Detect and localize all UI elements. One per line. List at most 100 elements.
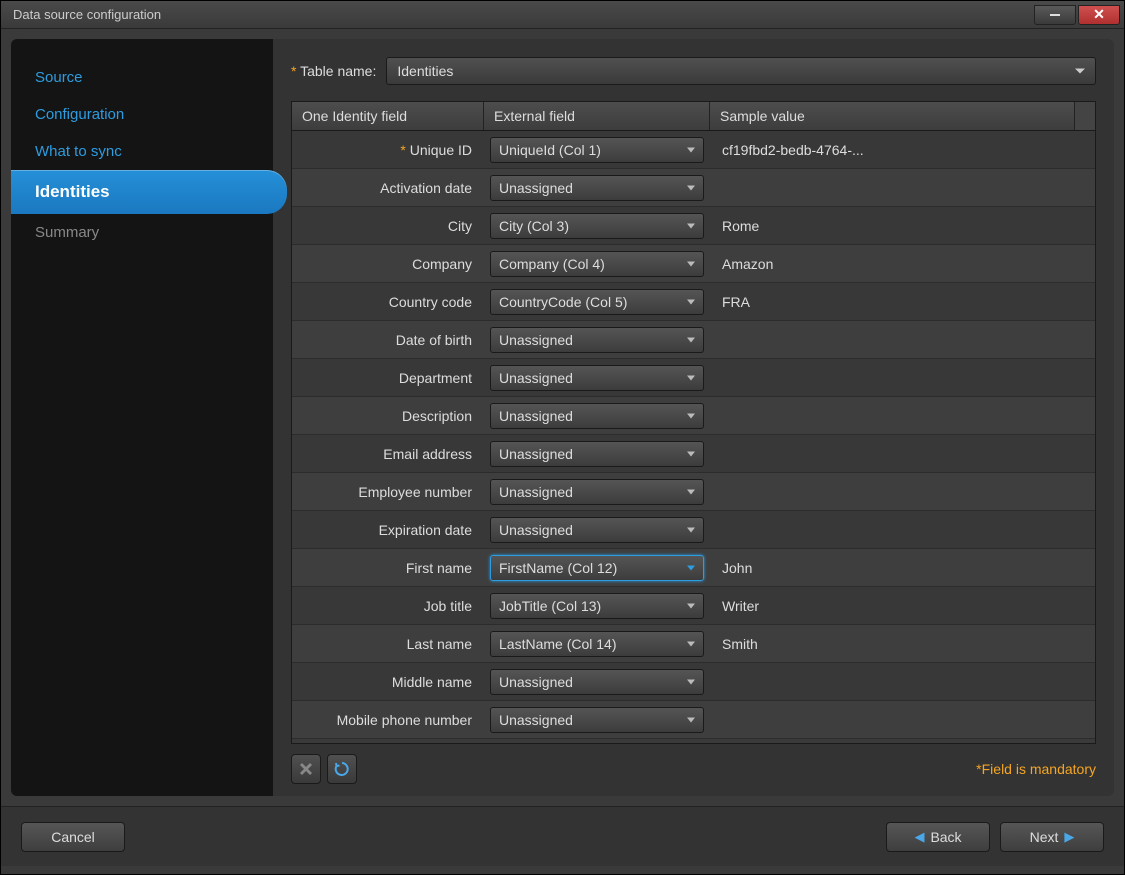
identity-field-label: Company — [292, 256, 484, 272]
identity-field-label: * Unique ID — [292, 142, 484, 158]
external-field-cell: LastName (Col 14) — [484, 631, 710, 657]
external-field-select[interactable]: Unassigned — [490, 365, 704, 391]
next-label: Next — [1030, 829, 1059, 845]
sample-value: Smith — [710, 636, 1095, 652]
refresh-icon — [334, 761, 350, 777]
table-row: Email address Unassigned — [292, 435, 1095, 473]
sample-value: FRA — [710, 294, 1095, 310]
external-field-select[interactable]: LastName (Col 14) — [490, 631, 704, 657]
col-header-identity-field: One Identity field — [292, 102, 484, 130]
identity-field-label: Email address — [292, 446, 484, 462]
mandatory-note: *Field is mandatory — [976, 761, 1096, 777]
identity-field-label: City — [292, 218, 484, 234]
external-field-select[interactable]: Unassigned — [490, 403, 704, 429]
required-star: * — [400, 142, 409, 158]
clear-icon — [298, 761, 314, 777]
external-field-select[interactable]: Unassigned — [490, 479, 704, 505]
external-field-select[interactable]: Unassigned — [490, 707, 704, 733]
mapping-table: One Identity field External field Sample… — [291, 101, 1096, 744]
external-field-cell: Unassigned — [484, 175, 710, 201]
external-field-cell: City (Col 3) — [484, 213, 710, 239]
table-row: Middle nameUnassigned — [292, 663, 1095, 701]
sample-value: Amazon — [710, 256, 1095, 272]
external-field-cell: Unassigned — [484, 327, 710, 353]
toolbar-row: *Field is mandatory — [291, 754, 1096, 784]
identity-field-label: Description — [292, 408, 484, 424]
table-row: Company Company (Col 4) Amazon — [292, 245, 1095, 283]
close-button[interactable]: ✕ — [1078, 5, 1120, 25]
sample-value: cf19fbd2-bedb-4764-... — [710, 142, 1095, 158]
sample-value: Writer — [710, 598, 1095, 614]
external-field-cell: Unassigned — [484, 365, 710, 391]
external-field-select[interactable]: CountryCode (Col 5) — [490, 289, 704, 315]
table-row: Description Unassigned — [292, 397, 1095, 435]
identity-field-label: Activation date — [292, 180, 484, 196]
external-field-cell: Company (Col 4) — [484, 251, 710, 277]
col-header-external-field: External field — [484, 102, 710, 130]
table-name-row: * Table name: Identities — [291, 57, 1096, 85]
external-field-select[interactable]: City (Col 3) — [490, 213, 704, 239]
external-field-cell: Unassigned — [484, 479, 710, 505]
identity-field-label: Job title — [292, 598, 484, 614]
identity-field-label: Country code — [292, 294, 484, 310]
table-row: Activation date Unassigned — [292, 169, 1095, 207]
identity-field-label: Last name — [292, 636, 484, 652]
sidebar-item-summary[interactable]: Summary — [11, 214, 273, 251]
table-name-select[interactable]: Identities — [386, 57, 1096, 85]
titlebar: Data source configuration ✕ — [1, 1, 1124, 29]
sidebar-item-what-to-sync[interactable]: What to sync — [11, 133, 273, 170]
required-star: * — [291, 63, 300, 79]
external-field-cell: UniqueId (Col 1) — [484, 137, 710, 163]
external-field-select[interactable]: FirstName (Col 12) — [490, 555, 704, 581]
minimize-button[interactable] — [1034, 5, 1076, 25]
external-field-cell: Unassigned — [484, 441, 710, 467]
clear-mapping-button[interactable] — [291, 754, 321, 784]
table-body[interactable]: * Unique ID UniqueId (Col 1) cf19fbd2-bedb… — [292, 131, 1095, 743]
sidebar-item-configuration[interactable]: Configuration — [11, 96, 273, 133]
external-field-select[interactable]: Unassigned — [490, 669, 704, 695]
next-button[interactable]: Next ▶ — [1000, 822, 1104, 852]
cancel-label: Cancel — [51, 829, 95, 845]
sidebar-item-identities[interactable]: Identities — [11, 170, 287, 214]
external-field-cell: FirstName (Col 12) — [484, 555, 710, 581]
external-field-select[interactable]: Company (Col 4) — [490, 251, 704, 277]
identity-field-label: Expiration date — [292, 522, 484, 538]
body-area: SourceConfigurationWhat to syncIdentitie… — [1, 29, 1124, 806]
table-row: Employee number Unassigned — [292, 473, 1095, 511]
identity-field-label: Date of birth — [292, 332, 484, 348]
toolbar-icons — [291, 754, 357, 784]
external-field-cell: Unassigned — [484, 403, 710, 429]
scrollbar-gutter — [1075, 102, 1095, 130]
minimize-icon — [1050, 14, 1060, 16]
table-header: One Identity field External field Sample… — [292, 102, 1095, 131]
external-field-select[interactable]: Unassigned — [490, 175, 704, 201]
titlebar-buttons: ✕ — [1034, 5, 1120, 25]
identity-field-label: Employee number — [292, 484, 484, 500]
identity-field-label: Mobile phone number — [292, 712, 484, 728]
external-field-select[interactable]: Unassigned — [490, 517, 704, 543]
cancel-button[interactable]: Cancel — [21, 822, 125, 852]
table-row: Mobile phone number Unassigned — [292, 701, 1095, 739]
col-header-sample-value: Sample value — [710, 102, 1075, 130]
table-row: First nameFirstName (Col 12)John — [292, 549, 1095, 587]
external-field-cell: JobTitle (Col 13) — [484, 593, 710, 619]
sidebar-item-source[interactable]: Source — [11, 59, 273, 96]
table-row: Country code CountryCode (Col 5) FRA — [292, 283, 1095, 321]
external-field-select[interactable]: UniqueId (Col 1) — [490, 137, 704, 163]
refresh-button[interactable] — [327, 754, 357, 784]
external-field-cell: Unassigned — [484, 669, 710, 695]
footer-right: ◀Back Next ▶ — [886, 822, 1104, 852]
table-name-value: Identities — [397, 63, 453, 79]
chevron-left-icon: ◀ — [914, 829, 924, 845]
external-field-select[interactable]: Unassigned — [490, 441, 704, 467]
external-field-select[interactable]: Unassigned — [490, 327, 704, 353]
table-row: Last name LastName (Col 14) Smith — [292, 625, 1095, 663]
table-row: Job title JobTitle (Col 13) Writer — [292, 587, 1095, 625]
close-icon: ✕ — [1093, 6, 1105, 23]
external-field-select[interactable]: JobTitle (Col 13) — [490, 593, 704, 619]
table-row: Expiration date Unassigned — [292, 511, 1095, 549]
table-row: * Unique ID UniqueId (Col 1) cf19fbd2-bedb… — [292, 131, 1095, 169]
chevron-right-icon: ▶ — [1064, 829, 1074, 845]
footer: Cancel ◀Back Next ▶ — [1, 806, 1124, 866]
back-button[interactable]: ◀Back — [886, 822, 990, 852]
